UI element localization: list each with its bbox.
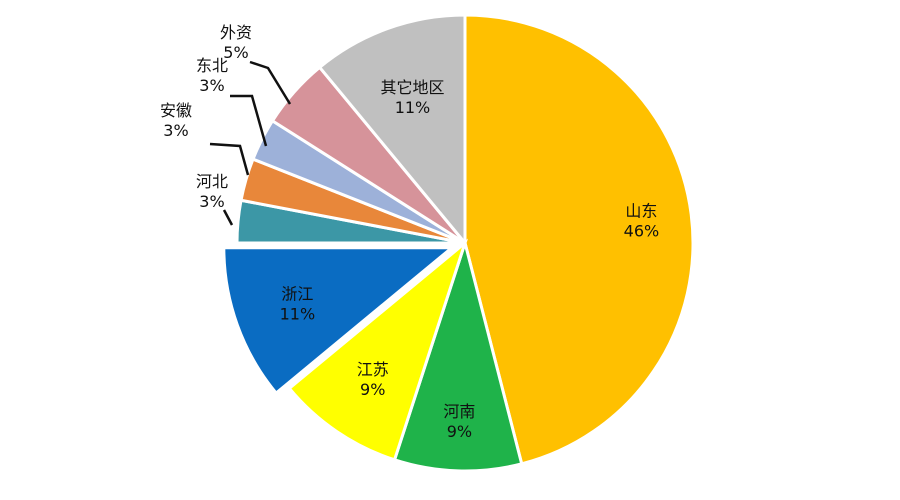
slice-category-label: 外资 xyxy=(220,23,252,42)
slice-value-label: 3% xyxy=(163,121,188,140)
slice-label-3: 江苏 9% xyxy=(357,360,389,399)
slice-category-label: 东北 xyxy=(196,56,228,75)
slice-label-1: 山东 46% xyxy=(624,202,660,241)
pie-slice-1 xyxy=(463,13,695,466)
slice-value-label: 9% xyxy=(360,380,385,399)
slice-label-4: 浙江 11% xyxy=(280,284,316,323)
slice-category-label: 浙江 xyxy=(281,284,313,303)
slice-label-2: 河南 9% xyxy=(443,402,475,441)
slice-value-label: 46% xyxy=(624,222,660,241)
slice-label-7: 东北 3% xyxy=(196,56,228,95)
slice-category-label: 河南 xyxy=(443,402,475,421)
slice-category-label: 安徽 xyxy=(160,101,192,120)
slice-label-8: 外资 5% xyxy=(220,23,252,62)
slice-category-label: 江苏 xyxy=(357,360,389,379)
slice-value-label: 3% xyxy=(199,76,224,95)
slice-value-label: 3% xyxy=(199,192,224,211)
slice-category-label: 河北 xyxy=(196,172,228,191)
slice-value-label: 5% xyxy=(223,43,248,62)
leader-line-6 xyxy=(209,142,250,176)
slice-category-label: 山东 xyxy=(625,202,657,221)
slice-value-label: 11% xyxy=(395,98,431,117)
slice-category-label: 其它地区 xyxy=(380,78,444,97)
slice-value-label: 11% xyxy=(280,304,316,323)
leader-lines xyxy=(209,60,292,226)
leader-line-8 xyxy=(249,60,292,105)
pie-slice-3 xyxy=(287,238,469,462)
pie-slice-4 xyxy=(222,246,456,396)
slice-label-6: 安徽 3% xyxy=(160,101,192,140)
leader-line-5 xyxy=(222,209,234,226)
slice-label-9: 其它地区 11% xyxy=(380,78,444,117)
slice-label-5: 河北 3% xyxy=(196,172,228,211)
pie-slices xyxy=(222,13,695,473)
slice-labels: 山东 46%河南 9%江苏 9%浙江 11%河北 3%安徽 3%东北 3%外资 5%其它地区 11… xyxy=(160,23,659,441)
pie-slice-9 xyxy=(317,13,467,248)
pie-slice-2 xyxy=(392,237,524,473)
slice-value-label: 9% xyxy=(447,422,472,441)
leader-line-7 xyxy=(230,94,268,147)
